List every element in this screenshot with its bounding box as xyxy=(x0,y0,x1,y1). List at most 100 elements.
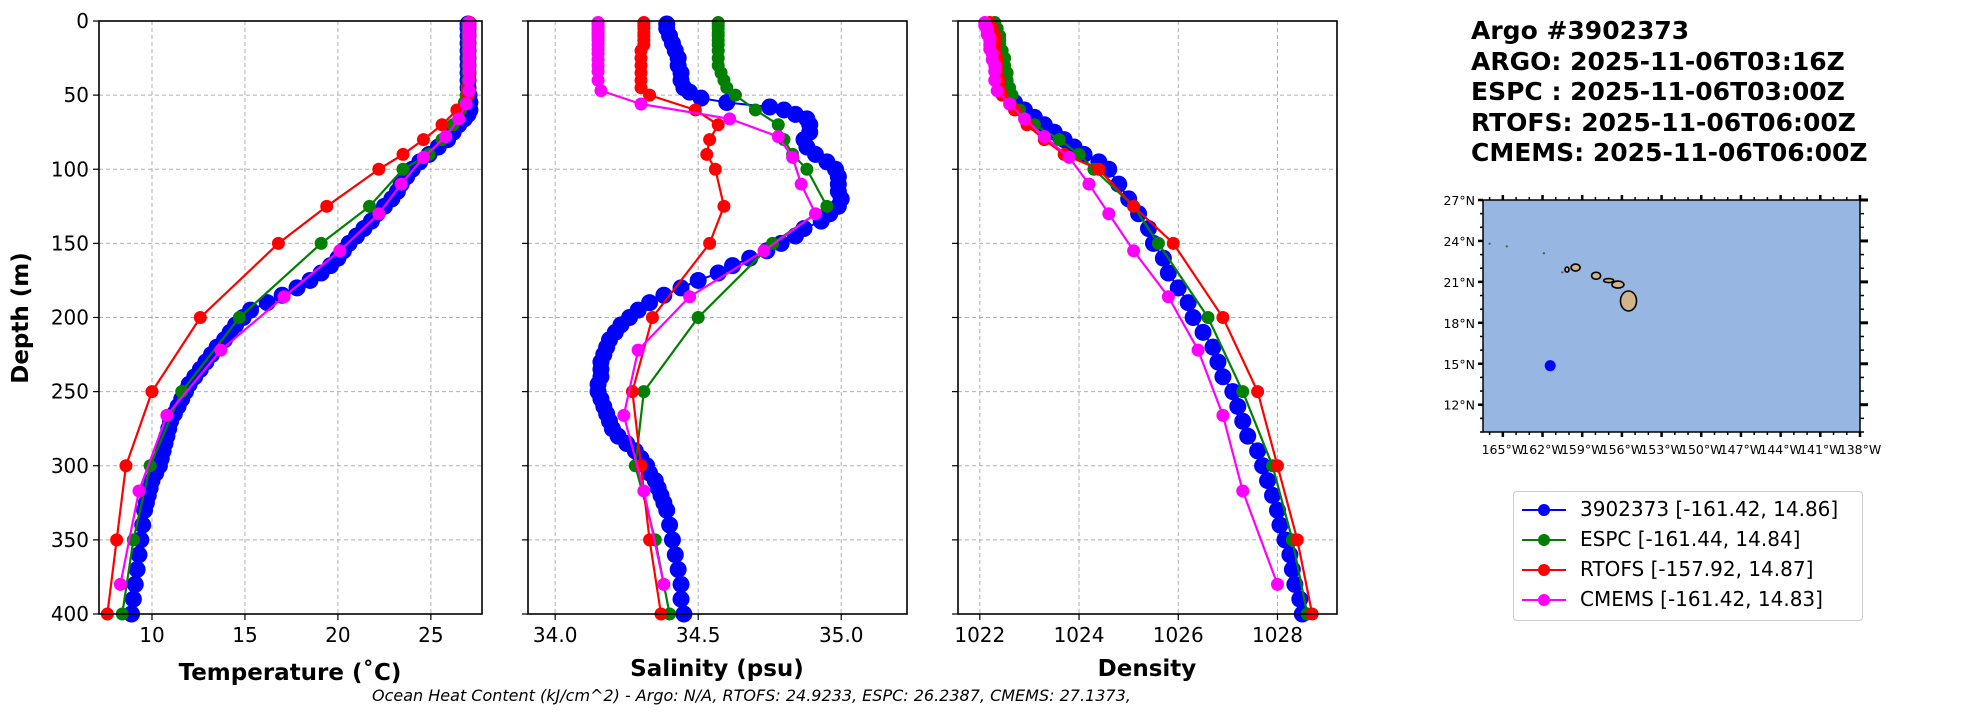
series-3902373 xyxy=(589,15,850,623)
data-point xyxy=(271,236,285,250)
x-axis-label-salinity: Salinity (psu) xyxy=(630,656,804,682)
x-axis-label-density: Density xyxy=(1098,656,1197,682)
map-lat-label: 12°N xyxy=(1443,398,1475,413)
island-niihau xyxy=(1564,266,1570,273)
data-point xyxy=(1254,457,1272,475)
data-point xyxy=(658,501,676,519)
data-point xyxy=(124,590,142,608)
espc-time: ESPC : 2025-11-06T03:00Z xyxy=(1471,77,1845,106)
map-lon-label: 150°W xyxy=(1680,442,1722,457)
x-tick-label: 20 xyxy=(325,623,350,647)
data-point xyxy=(462,73,476,87)
argo-time: ARGO: 2025-11-06T03:16Z xyxy=(1471,46,1845,76)
data-point xyxy=(1249,442,1267,460)
islet xyxy=(1505,245,1508,248)
map-lon-label: 162°W xyxy=(1521,442,1563,457)
y-axis-label: Depth (m) xyxy=(8,252,34,384)
legend-marker xyxy=(1538,534,1550,546)
data-point xyxy=(1037,130,1051,144)
float-title: Argo #3902373 xyxy=(1471,16,1690,45)
map-lon-label: 156°W xyxy=(1601,442,1643,457)
data-point xyxy=(1052,133,1066,147)
x-axis-label-temperature: Temperature (˚C) xyxy=(179,659,402,686)
data-point xyxy=(771,118,785,132)
series-espc xyxy=(115,15,475,621)
data-point xyxy=(160,408,174,422)
data-point xyxy=(1229,397,1247,415)
legend-marker xyxy=(1538,564,1550,576)
map-lon-label: 141°W xyxy=(1799,442,1841,457)
data-point xyxy=(1290,533,1304,547)
data-point xyxy=(1127,244,1141,258)
islet xyxy=(1488,242,1491,245)
data-point xyxy=(631,343,645,357)
data-point xyxy=(1264,486,1282,504)
legend: 3902373 [-161.42, 14.86] ESPC [-161.44, … xyxy=(1513,491,1863,621)
series-line xyxy=(121,22,470,615)
data-point xyxy=(637,484,651,498)
data-point xyxy=(1216,408,1230,422)
data-point xyxy=(439,130,453,144)
data-point xyxy=(757,244,771,258)
legend-marker xyxy=(1538,504,1550,516)
island-hawaii xyxy=(1619,290,1638,312)
data-point xyxy=(363,199,377,213)
data-point xyxy=(657,577,671,591)
data-point xyxy=(703,236,717,250)
map-lat-label: 15°N xyxy=(1443,357,1475,372)
data-point xyxy=(663,531,681,549)
data-point xyxy=(1194,323,1212,341)
data-point xyxy=(1184,309,1202,326)
data-point xyxy=(1127,199,1141,213)
map-lat-label: 24°N xyxy=(1443,234,1475,249)
data-point xyxy=(1204,338,1222,356)
data-point xyxy=(1270,577,1284,591)
data-point xyxy=(372,162,386,176)
rtofs-time: RTOFS: 2025-11-06T06:00Z xyxy=(1471,107,1856,137)
map-lon-label: 165°W xyxy=(1482,442,1524,457)
data-point xyxy=(637,385,651,399)
map-lon-label: 159°W xyxy=(1561,442,1603,457)
data-point xyxy=(1236,385,1250,399)
data-point xyxy=(617,408,631,422)
data-point xyxy=(1161,290,1175,304)
series-line xyxy=(106,22,472,615)
y-tick-label: 250 xyxy=(51,380,89,404)
data-point xyxy=(1224,383,1242,401)
y-tick-label: 200 xyxy=(51,306,89,330)
x-tick-label: 25 xyxy=(418,623,443,647)
data-point xyxy=(1092,162,1106,176)
data-point xyxy=(800,162,814,176)
data-point xyxy=(820,199,834,213)
data-point xyxy=(666,546,684,564)
y-tick-label: 150 xyxy=(51,231,89,255)
data-point xyxy=(132,484,146,498)
data-point xyxy=(1270,459,1284,473)
data-point xyxy=(320,199,334,213)
data-point xyxy=(683,290,697,304)
series-espc xyxy=(628,15,834,621)
data-point xyxy=(728,88,742,102)
data-point xyxy=(1100,160,1118,178)
data-point xyxy=(396,162,410,176)
y-tick-label: 50 xyxy=(64,83,89,107)
data-point xyxy=(1154,249,1172,267)
data-point xyxy=(301,271,319,289)
data-point xyxy=(1179,294,1197,312)
data-point xyxy=(1102,207,1116,221)
data-point xyxy=(703,133,717,147)
data-point xyxy=(1169,279,1187,297)
data-point xyxy=(1072,147,1086,161)
data-point xyxy=(645,311,659,324)
info-block: Argo #3902373 ARGO: 2025-11-06T03:16Z ES… xyxy=(1471,16,1868,169)
x-tick-label: 1024 xyxy=(1054,623,1105,647)
data-point xyxy=(808,207,822,221)
data-point xyxy=(691,311,705,324)
x-tick-label: 15 xyxy=(232,623,257,647)
data-point xyxy=(661,516,679,534)
data-point xyxy=(130,546,148,564)
data-point xyxy=(988,73,1002,87)
data-point xyxy=(711,118,725,132)
y-tick-label: 100 xyxy=(51,157,89,181)
